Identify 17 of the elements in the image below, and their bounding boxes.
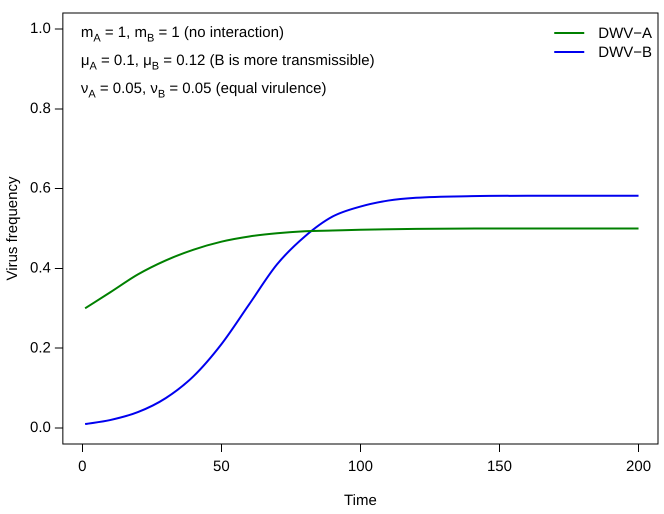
y-tick-label: 0.6 [30,180,51,197]
y-tick-label: 0.0 [30,419,51,436]
x-tick-label: 150 [486,458,512,476]
x-tick-label: 200 [626,458,652,476]
legend-label: DWV−B [598,44,652,62]
y-tick-label: 1.0 [30,20,51,38]
x-axis-title: Time [344,492,377,510]
line-series [84,228,640,310]
x-tick-label: 0 [78,458,86,476]
x-tick-label: 100 [348,458,373,476]
y-tick-label: 0.4 [30,260,51,277]
x-tick-label: 50 [213,458,230,476]
y-tick-label: 0.8 [30,100,51,117]
line-series [84,194,640,426]
y-axis-title: Virus frequency [4,176,22,280]
y-tick-label: 0.2 [30,339,51,356]
legend-label: DWV−A [598,25,652,42]
